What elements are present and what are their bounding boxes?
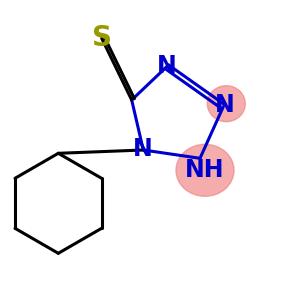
Text: NH: NH: [185, 158, 225, 182]
Text: S: S: [92, 24, 112, 52]
Text: N: N: [157, 54, 177, 78]
Ellipse shape: [176, 144, 234, 196]
Text: N: N: [214, 93, 234, 117]
Text: N: N: [132, 137, 152, 161]
Ellipse shape: [207, 86, 245, 122]
